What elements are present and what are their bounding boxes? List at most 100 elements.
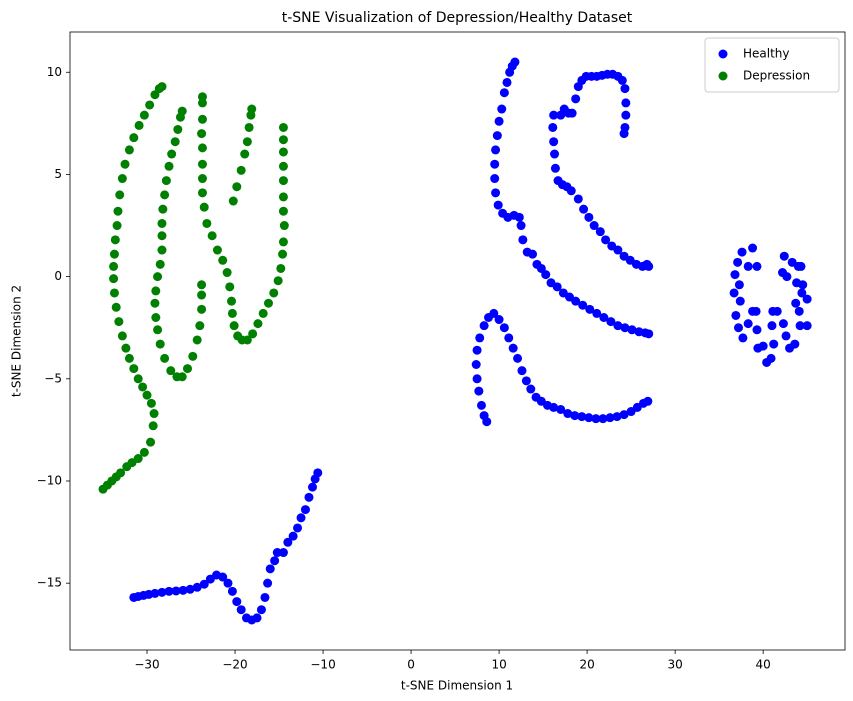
point — [516, 221, 526, 231]
point — [734, 280, 744, 290]
point — [258, 308, 268, 318]
point — [620, 84, 630, 94]
point — [272, 548, 282, 558]
point — [577, 412, 587, 422]
x-tick-label: −10 — [310, 658, 335, 672]
point — [120, 159, 130, 169]
y-tick-label: −15 — [37, 576, 62, 590]
point — [595, 227, 605, 237]
point — [296, 513, 306, 523]
point — [197, 159, 207, 169]
point — [145, 100, 155, 110]
point — [278, 147, 288, 157]
point — [157, 82, 167, 92]
point — [240, 149, 250, 159]
point — [772, 306, 782, 316]
point — [232, 182, 242, 192]
point — [733, 257, 743, 267]
point — [514, 212, 524, 222]
point — [489, 308, 499, 318]
point — [549, 110, 559, 120]
point — [157, 587, 167, 597]
point — [133, 374, 143, 384]
point — [796, 261, 806, 271]
point — [627, 325, 637, 335]
point — [517, 366, 527, 376]
point — [278, 237, 288, 247]
point — [192, 335, 202, 345]
point — [541, 270, 551, 280]
point — [207, 231, 217, 241]
point — [767, 321, 777, 331]
point — [148, 421, 158, 431]
point — [549, 402, 559, 412]
point — [566, 186, 576, 196]
point — [124, 353, 134, 363]
point — [112, 221, 122, 231]
point — [134, 120, 144, 130]
point — [278, 161, 288, 171]
point — [617, 75, 627, 85]
point — [242, 137, 252, 147]
point — [549, 137, 559, 147]
point — [260, 592, 270, 602]
y-tick-label: 0 — [54, 269, 62, 283]
point — [263, 298, 273, 308]
point — [589, 221, 599, 231]
point — [278, 192, 288, 202]
point — [493, 200, 503, 210]
point — [571, 94, 581, 104]
point — [795, 321, 805, 331]
point — [606, 317, 616, 327]
point — [133, 454, 143, 464]
point — [304, 492, 314, 502]
point — [521, 376, 531, 386]
point — [599, 312, 609, 322]
legend-label: Healthy — [743, 47, 790, 61]
point — [223, 578, 233, 588]
point — [499, 323, 509, 333]
point — [505, 67, 515, 77]
y-tick-label: 5 — [54, 167, 62, 181]
point — [492, 131, 502, 141]
point — [111, 302, 121, 312]
point — [475, 333, 485, 343]
point — [197, 174, 207, 184]
point — [114, 317, 124, 327]
point — [584, 212, 594, 222]
point — [276, 263, 286, 273]
point — [567, 108, 577, 118]
point — [579, 204, 589, 214]
legend-label: Depression — [743, 69, 810, 83]
point — [278, 135, 288, 145]
legend-marker — [718, 71, 728, 81]
point — [585, 304, 595, 314]
legend-marker — [718, 49, 728, 59]
point — [113, 206, 123, 216]
point — [229, 321, 239, 331]
point — [164, 586, 174, 596]
point — [612, 412, 622, 422]
point — [790, 339, 800, 349]
point — [494, 116, 504, 126]
point — [738, 333, 748, 343]
point — [476, 400, 486, 410]
point — [177, 372, 187, 382]
point — [619, 410, 629, 420]
point — [552, 282, 562, 292]
point — [151, 286, 161, 296]
point — [228, 196, 238, 206]
point — [735, 296, 745, 306]
point — [242, 335, 252, 345]
point — [139, 110, 149, 120]
point — [218, 255, 228, 265]
point — [620, 323, 630, 333]
x-tick-label: −20 — [222, 658, 247, 672]
point — [550, 149, 560, 159]
point — [778, 319, 788, 329]
point — [613, 245, 623, 255]
point — [621, 98, 631, 108]
point — [273, 276, 283, 286]
point — [563, 409, 573, 419]
